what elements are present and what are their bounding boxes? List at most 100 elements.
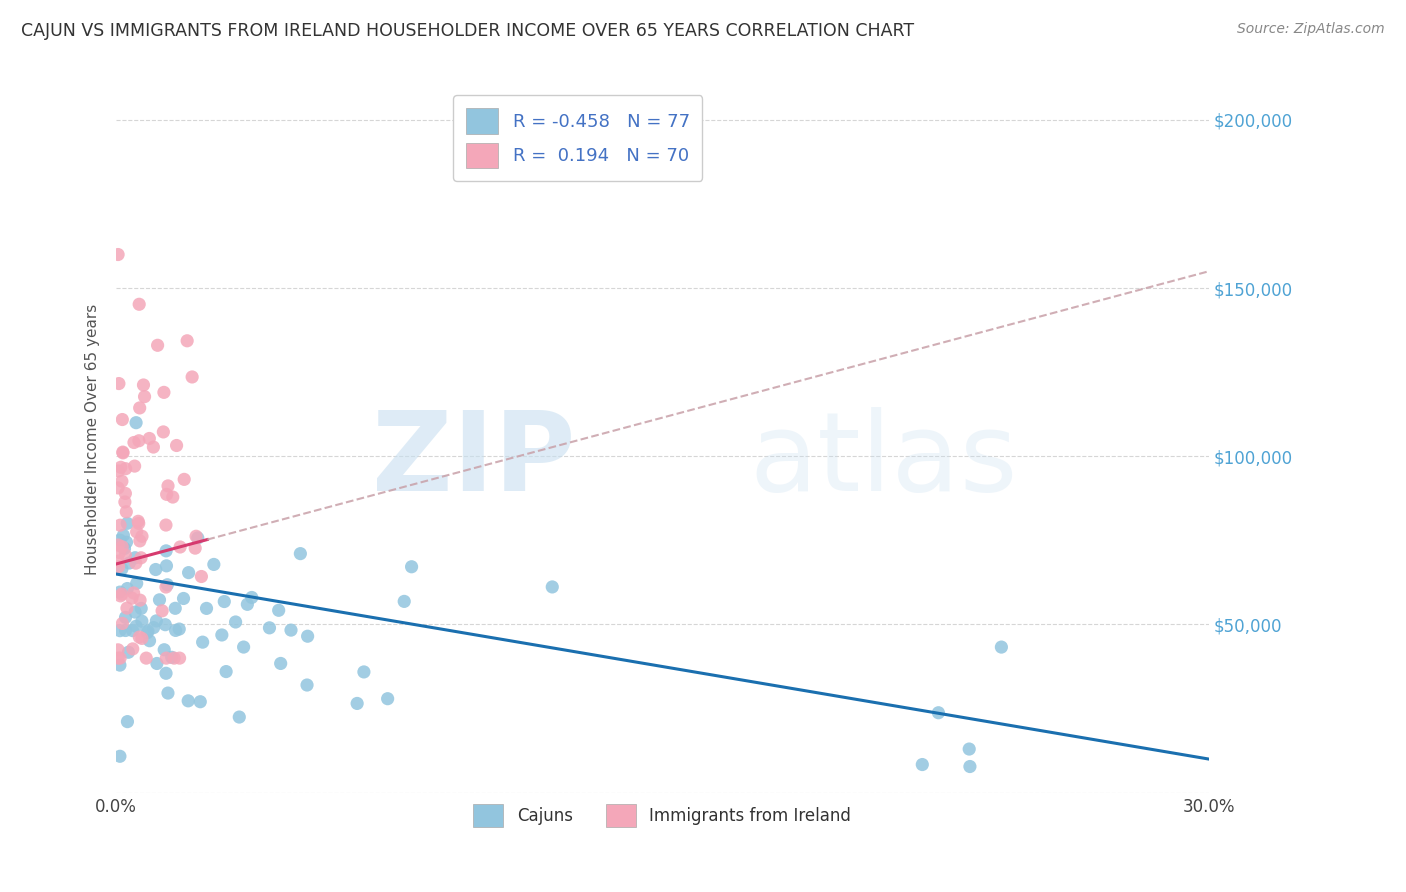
- Point: [117, 645, 139, 659]
- Point: [270, 657, 292, 671]
- Point: [177, 566, 200, 580]
- Point: [155, 580, 177, 594]
- Point: [160, 650, 183, 665]
- Point: [392, 594, 415, 608]
- Point: [111, 587, 134, 601]
- Point: [228, 710, 250, 724]
- Point: [111, 616, 134, 631]
- Point: [108, 624, 131, 638]
- Point: [124, 550, 146, 565]
- Point: [190, 569, 212, 583]
- Point: [128, 630, 150, 644]
- Point: [121, 641, 143, 656]
- Point: [169, 540, 191, 554]
- Point: [117, 582, 139, 596]
- Point: [136, 624, 159, 639]
- Point: [156, 487, 179, 501]
- Point: [162, 490, 184, 504]
- Point: [127, 514, 149, 528]
- Text: Source: ZipAtlas.com: Source: ZipAtlas.com: [1237, 22, 1385, 37]
- Point: [134, 390, 156, 404]
- Point: [115, 516, 138, 531]
- Point: [211, 628, 233, 642]
- Point: [153, 385, 176, 400]
- Point: [132, 378, 155, 392]
- Point: [124, 605, 146, 619]
- Point: [225, 615, 247, 629]
- Point: [107, 559, 129, 574]
- Point: [107, 643, 129, 657]
- Point: [155, 666, 177, 681]
- Point: [131, 632, 153, 646]
- Point: [108, 545, 131, 559]
- Point: [128, 434, 150, 448]
- Point: [108, 518, 131, 533]
- Point: [114, 541, 136, 556]
- Point: [108, 585, 131, 599]
- Point: [111, 446, 134, 460]
- Point: [297, 629, 319, 643]
- Point: [107, 554, 129, 568]
- Text: CAJUN VS IMMIGRANTS FROM IRELAND HOUSEHOLDER INCOME OVER 65 YEARS CORRELATION CH: CAJUN VS IMMIGRANTS FROM IRELAND HOUSEHO…: [21, 22, 914, 40]
- Point: [259, 621, 281, 635]
- Point: [150, 604, 173, 618]
- Point: [187, 531, 209, 545]
- Point: [155, 544, 177, 558]
- Point: [353, 665, 375, 679]
- Text: ZIP: ZIP: [371, 407, 575, 514]
- Point: [280, 623, 302, 637]
- Point: [125, 416, 148, 430]
- Point: [157, 479, 180, 493]
- Point: [128, 533, 150, 548]
- Point: [188, 695, 211, 709]
- Point: [346, 697, 368, 711]
- Point: [128, 401, 150, 415]
- Point: [146, 338, 169, 352]
- Point: [121, 591, 143, 606]
- Point: [107, 481, 129, 495]
- Point: [114, 486, 136, 500]
- Point: [107, 651, 129, 665]
- Point: [107, 538, 129, 552]
- Point: [121, 624, 143, 638]
- Point: [125, 556, 148, 570]
- Point: [156, 578, 179, 592]
- Point: [142, 621, 165, 635]
- Point: [117, 714, 139, 729]
- Point: [236, 598, 259, 612]
- Point: [138, 633, 160, 648]
- Point: [115, 601, 138, 615]
- Point: [957, 742, 980, 756]
- Point: [155, 558, 177, 573]
- Point: [927, 706, 949, 720]
- Point: [377, 691, 399, 706]
- Point: [118, 556, 141, 570]
- Point: [169, 651, 191, 665]
- Point: [173, 591, 195, 606]
- Point: [115, 535, 138, 549]
- Point: [990, 640, 1012, 654]
- Point: [108, 533, 131, 547]
- Point: [202, 558, 225, 572]
- Point: [110, 460, 132, 475]
- Point: [290, 547, 312, 561]
- Point: [125, 576, 148, 591]
- Point: [108, 376, 131, 391]
- Point: [177, 694, 200, 708]
- Point: [167, 622, 190, 636]
- Point: [138, 432, 160, 446]
- Point: [142, 440, 165, 454]
- Point: [124, 459, 146, 474]
- Point: [165, 624, 187, 638]
- Point: [156, 686, 179, 700]
- Point: [122, 435, 145, 450]
- Point: [911, 757, 934, 772]
- Point: [111, 445, 134, 459]
- Point: [114, 548, 136, 562]
- Point: [108, 651, 131, 665]
- Point: [111, 562, 134, 576]
- Point: [155, 651, 177, 665]
- Point: [166, 438, 188, 452]
- Point: [111, 412, 134, 426]
- Point: [112, 528, 135, 542]
